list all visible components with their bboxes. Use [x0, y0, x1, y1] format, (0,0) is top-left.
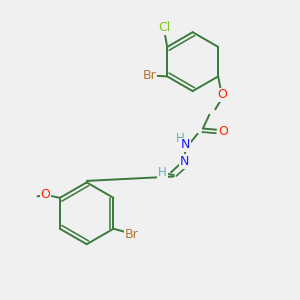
Text: O: O: [218, 125, 228, 138]
Text: N: N: [180, 155, 190, 168]
Text: O: O: [40, 188, 50, 201]
Text: H: H: [158, 167, 167, 179]
Text: Br: Br: [125, 228, 139, 241]
Text: Br: Br: [143, 69, 156, 82]
Text: Cl: Cl: [159, 21, 171, 34]
Text: O: O: [218, 88, 227, 101]
Text: H: H: [176, 132, 184, 145]
Text: N: N: [181, 139, 190, 152]
